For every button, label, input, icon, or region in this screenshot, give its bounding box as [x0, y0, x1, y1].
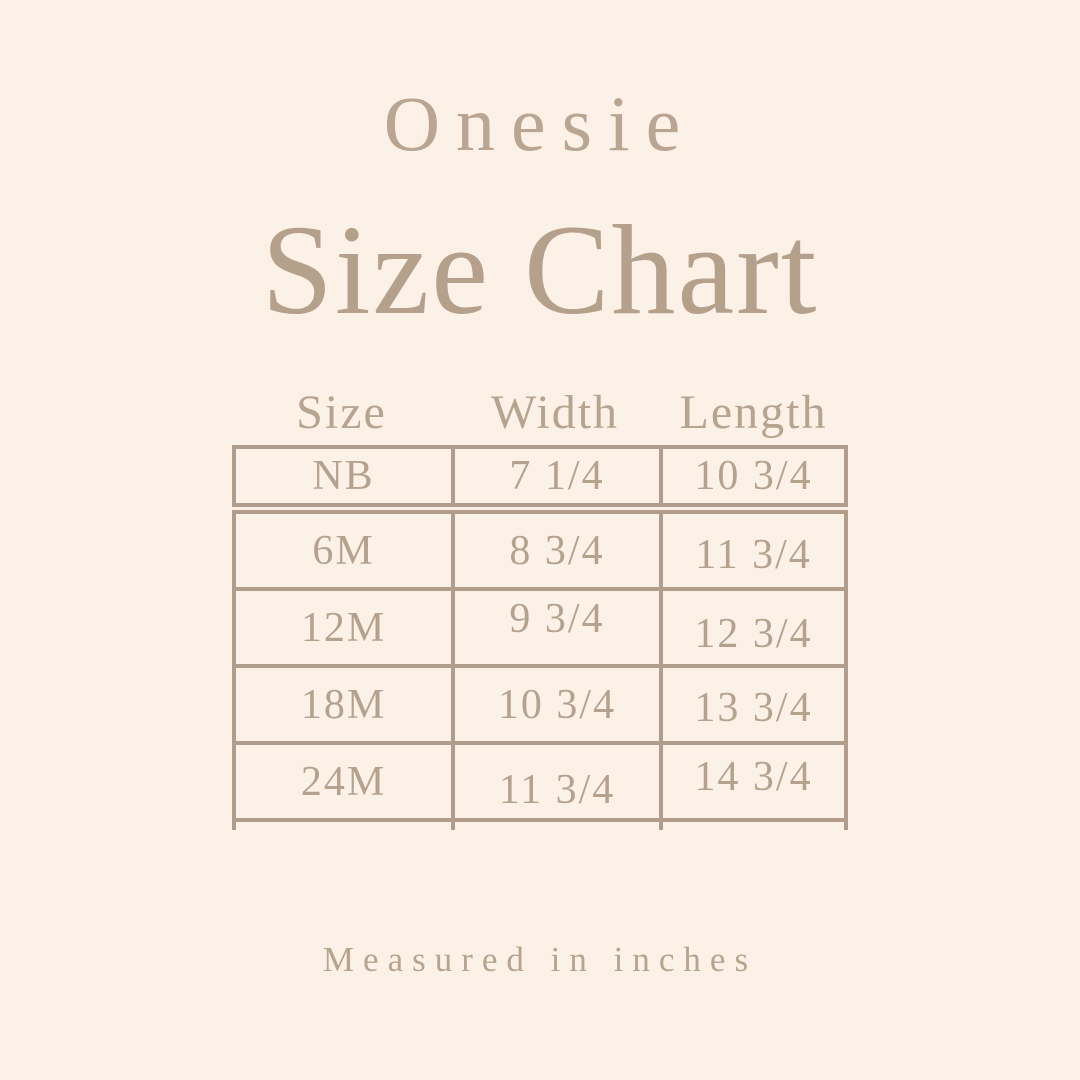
cell-size: 6M: [312, 527, 375, 574]
line-overshoot: [451, 818, 455, 831]
size-table: NB 7 1/4 10 3/4 6M 8 3/4 11 3/4 12M 9 3/…: [232, 445, 848, 831]
line-overshoot: [232, 818, 236, 831]
cell-width: 7 1/4: [451, 449, 659, 504]
table-row: 12M 9 3/4 12 3/4: [236, 587, 844, 665]
units-note: Measured in inches: [322, 940, 758, 980]
table-body-box: 6M 8 3/4 11 3/4 12M 9 3/4 12 3/4 18M 10 …: [232, 510, 848, 831]
table-first-row-box: NB 7 1/4 10 3/4: [232, 445, 848, 508]
line-overshoot: [659, 818, 663, 831]
cell-width: 10 3/4: [451, 668, 659, 742]
cell-length: 14 3/4: [659, 745, 844, 819]
column-header-size: Size: [296, 385, 387, 439]
column-header-length: Length: [679, 385, 828, 439]
table-row: 24M 11 3/4 14 3/4: [236, 741, 844, 819]
cell-width: 9 3/4: [451, 591, 659, 665]
cell-size: 18M: [300, 681, 387, 728]
product-title: Onesie: [383, 80, 697, 167]
page-title: Size Chart: [261, 199, 819, 341]
table-row: 6M 8 3/4 11 3/4: [236, 514, 844, 588]
table-row: 18M 10 3/4 13 3/4: [236, 664, 844, 742]
cell-size: 24M: [300, 758, 387, 805]
cell-length: 10 3/4: [659, 449, 844, 504]
cell-width: 8 3/4: [451, 514, 659, 588]
cell-length: 13 3/4: [659, 668, 844, 742]
table-row: NB 7 1/4 10 3/4: [236, 449, 844, 504]
size-table-section: Size Width Length NB 7 1/4 10 3/4 6M 8 3…: [232, 385, 848, 831]
cell-width: 11 3/4: [451, 745, 659, 819]
cell-length: 12 3/4: [659, 591, 844, 665]
cell-length: 11 3/4: [659, 514, 844, 588]
line-overshoot: [844, 818, 848, 831]
table-header-row: Size Width Length: [232, 385, 848, 439]
cell-size: NB: [312, 453, 375, 500]
column-header-width: Width: [490, 385, 620, 439]
cell-size: 12M: [300, 604, 387, 651]
